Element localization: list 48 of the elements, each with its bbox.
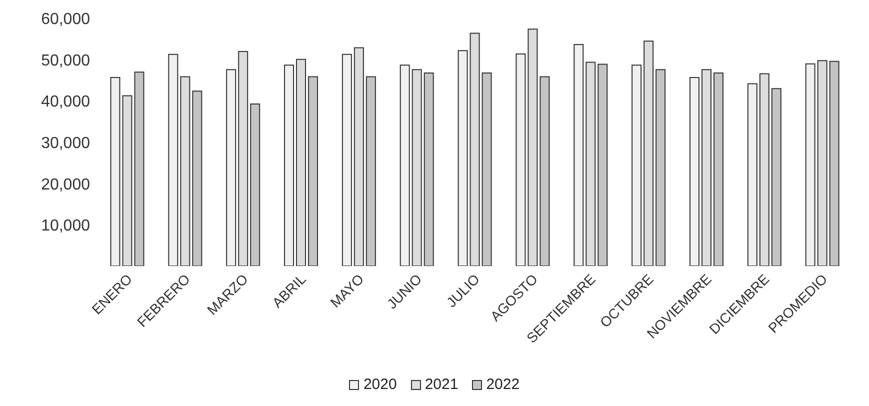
bar	[250, 103, 260, 266]
bar	[598, 64, 608, 266]
bar	[284, 64, 294, 266]
y-tick-label: 10,000	[41, 218, 90, 235]
bar	[689, 77, 700, 266]
bar	[110, 77, 120, 266]
bar	[342, 54, 352, 266]
bar	[308, 76, 318, 266]
bar	[540, 76, 550, 266]
bar	[424, 72, 434, 266]
bar	[747, 83, 758, 266]
y-tick-label: 30,000	[41, 135, 90, 152]
bar	[192, 90, 202, 266]
bar	[122, 95, 132, 266]
legend-label: 2021	[424, 376, 458, 393]
bar	[759, 73, 770, 266]
bar	[632, 64, 642, 266]
bar	[238, 50, 248, 266]
bar	[656, 69, 666, 266]
y-tick-label: 50,000	[41, 52, 90, 70]
y-tick-label: 40,000	[41, 94, 90, 111]
legend-label: 2020	[363, 376, 397, 393]
bar	[586, 62, 596, 266]
bar	[226, 69, 236, 266]
bar	[713, 72, 724, 266]
y-tick-label: 60,000	[41, 11, 90, 28]
bar	[829, 60, 840, 266]
bar	[366, 76, 376, 266]
bar	[817, 60, 828, 266]
bar	[354, 47, 364, 266]
bar	[400, 64, 410, 266]
bar	[771, 88, 782, 266]
bar	[180, 76, 190, 266]
bar	[168, 54, 178, 266]
bar	[516, 53, 526, 266]
bar	[482, 72, 492, 266]
bar	[470, 32, 480, 266]
bar	[296, 58, 306, 266]
bar	[134, 72, 144, 266]
bar	[644, 40, 654, 266]
bar	[701, 69, 712, 266]
bar	[458, 50, 468, 266]
bar	[528, 28, 538, 266]
legend-label: 2022	[486, 376, 520, 393]
bar	[412, 69, 422, 266]
bar	[805, 63, 816, 266]
y-tick-label: 20,000	[41, 176, 90, 194]
bar	[574, 44, 584, 266]
